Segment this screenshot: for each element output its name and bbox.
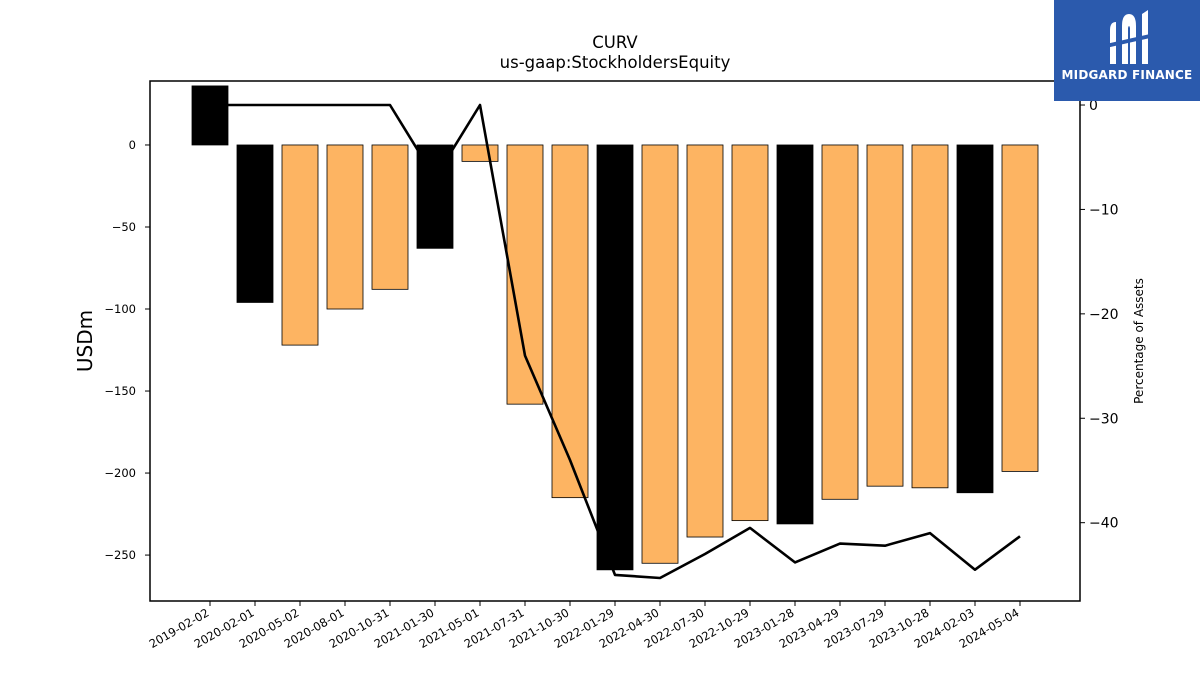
y-tick-label: −100 [104, 302, 136, 316]
bar-2023-10-28 [911, 144, 949, 489]
y-axis-right-label: Percentage of Assets [1132, 278, 1146, 404]
brand-logo: MIDGARD FINANCE [1054, 0, 1200, 101]
bar-2020-05-02 [281, 144, 319, 346]
bar-2021-10-30 [551, 144, 589, 499]
bar-2020-10-31 [371, 144, 409, 290]
y-right-tick-label: −20 [1089, 307, 1119, 323]
midgard-logo-icon [1106, 10, 1150, 64]
bar-2024-05-04 [1001, 144, 1039, 472]
y-tick-label: −250 [104, 548, 136, 562]
bar-2022-01-29 [596, 144, 634, 571]
y-tick-label: 0 [129, 138, 136, 152]
y-right-tick-label: −10 [1089, 202, 1119, 218]
y-tick-label: −200 [104, 466, 136, 480]
line-series-group [210, 103, 1021, 580]
bar-2020-08-01 [326, 144, 364, 310]
bar-2023-04-29 [821, 144, 859, 500]
y-right-tick-label: −40 [1089, 516, 1119, 532]
bar-2022-04-30 [641, 144, 679, 564]
y-tick-label: −50 [112, 220, 136, 234]
chart-title: CURV [592, 33, 638, 52]
bar-2020-02-01 [236, 144, 274, 303]
series-line-percentage-of-assets [210, 103, 1021, 580]
bar-2024-02-03 [956, 144, 994, 494]
y-right-tick-label: −30 [1089, 411, 1119, 427]
y-axis-label: USDm [73, 310, 97, 372]
right-axis: 0 −10 −20 −30 −40 [1080, 98, 1119, 532]
y-right-tick-label: 0 [1089, 98, 1098, 114]
bar-2021-05-01 [461, 144, 499, 162]
bar-2022-07-30 [686, 144, 724, 538]
bar-2023-01-28 [776, 144, 814, 525]
brand-name: MIDGARD FINANCE [1061, 68, 1193, 82]
left-axis: 0 −50 −100 −150 −200 −250 [104, 138, 150, 562]
bar-2021-01-30 [416, 144, 454, 249]
bar-2021-07-31 [506, 144, 544, 405]
x-axis: 2019-02-022020-02-012020-05-022020-08-01… [147, 601, 1022, 651]
bar-2022-10-29 [731, 144, 769, 522]
bar-2019-02-02 [191, 85, 229, 146]
bars-group [191, 85, 1039, 571]
chart-subtitle: us-gaap:StockholdersEquity [500, 53, 731, 72]
bar-2023-07-29 [866, 144, 904, 487]
y-tick-label: −150 [104, 384, 136, 398]
